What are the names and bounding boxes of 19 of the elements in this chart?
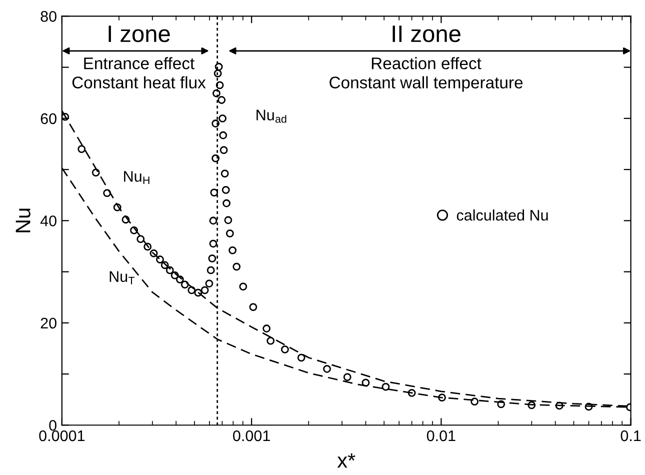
annotation: I zone [108,26,170,42]
x-tick-label: 0.0001 [39,430,85,442]
x-tick-label: 0.001 [233,430,270,442]
annotation: Nu$_{T}$ [110,271,135,284]
x-tick-label: 0.01 [426,430,456,442]
annotation: Entrance effect Constant heat flux [72,57,206,88]
annotation: Nu$_{ad}$ [256,110,286,123]
annotation: Reaction effect Constant wall temperature [330,57,523,92]
y-tick-label: 60 [40,113,56,124]
y-tick-label: 80 [40,11,56,22]
y-tick-label: 20 [40,318,56,329]
x-axis-title: x* [337,453,356,468]
y-axis-title: Nu [16,208,30,232]
annotation: II zone [392,26,460,42]
x-tick-label: 0.1 [620,430,641,442]
annotation: Nu$_{H}$ [124,171,150,184]
legend-label: calculated Nu [456,209,548,221]
y-tick-label: 0 [49,420,56,431]
y-tick-label: 40 [40,216,56,226]
